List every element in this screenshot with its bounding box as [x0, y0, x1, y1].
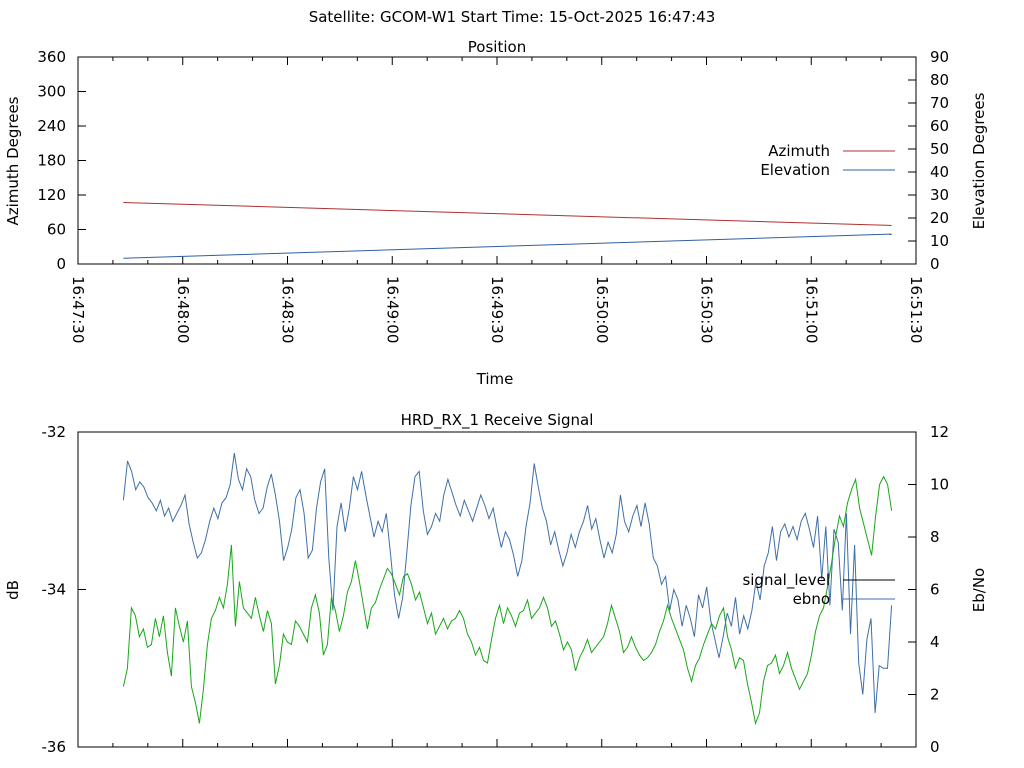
series-line-ebno: [122, 452, 893, 713]
db-tick-label: -32: [42, 423, 67, 441]
time-axis: 16:47:30 16:48:00 16:48:30 16:49:00 16:49:30…: [69, 57, 925, 343]
azimuth-tick-label: 240: [37, 117, 66, 135]
db-axis: -36 -34 -32: [42, 423, 86, 756]
elevation-tick-label: 10: [930, 232, 949, 250]
elevation-tick-label: 60: [930, 117, 949, 135]
azimuth-tick-label: 60: [47, 221, 66, 239]
azimuth-tick-label: 120: [37, 186, 66, 204]
time-tick-label: 16:50:30: [698, 276, 716, 343]
position-chart: Position 0 60 120 180 240 300 360 0 10 20 30 40 50 6…: [4, 38, 988, 388]
legend-label-azimuth: Azimuth: [768, 142, 830, 160]
time-tick-label: 16:48:30: [279, 276, 297, 343]
position-chart-title: Position: [468, 38, 526, 56]
db-axis-title: dB: [4, 580, 22, 600]
azimuth-axis-title: Azimuth Degrees: [4, 96, 22, 225]
receive-time-axis: [77, 739, 917, 747]
elevation-tick-label: 20: [930, 209, 949, 227]
azimuth-tick-label: 360: [37, 48, 66, 66]
time-tick-label: 16:51:00: [802, 276, 820, 343]
azimuth-tick-label: 180: [37, 152, 66, 170]
ebno-tick-label: 2: [930, 686, 940, 704]
ebno-axis: 0 2 4 6 8 10 12: [908, 423, 949, 756]
azimuth-axis: 0 60 120 180 240 300 360: [37, 48, 86, 273]
ebno-tick-label: 12: [930, 423, 949, 441]
time-tick-label: 16:49:30: [488, 276, 506, 343]
azimuth-tick-label: 0: [56, 255, 66, 273]
receive-signal-chart: HRD_RX_1 Receive Signal -36 -34 -32 0 2 4 6 8 1…: [4, 411, 988, 756]
elevation-axis: 0 10 20 30 40 50 60 70 80 90: [908, 48, 949, 273]
elevation-tick-label: 30: [930, 186, 949, 204]
time-tick-label: 16:50:00: [593, 276, 611, 343]
time-tick-label: 16:47:30: [69, 276, 87, 343]
series-line-unlabeled: [122, 475, 893, 726]
elevation-tick-label: 90: [930, 48, 949, 66]
time-axis-title: Time: [476, 370, 514, 388]
ebno-tick-label: 6: [930, 581, 940, 599]
receive-plot-frame: [77, 431, 917, 748]
ebno-tick-label: 8: [930, 528, 940, 546]
ebno-tick-label: 10: [930, 476, 949, 494]
ebno-axis-title: Eb/No: [970, 568, 988, 612]
time-tick-label: 16:48:00: [174, 276, 192, 343]
page-header: Satellite: GCOM-W1 Start Time: 15-Oct-20…: [309, 8, 716, 26]
ebno-tick-label: 4: [930, 633, 940, 651]
receive-series: [122, 452, 893, 726]
elevation-tick-label: 0: [930, 255, 940, 273]
receive-legend: signal_level ebno: [742, 571, 895, 608]
elevation-tick-label: 80: [930, 71, 949, 89]
position-legend: Azimuth Elevation: [760, 142, 895, 179]
ebno-tick-label: 0: [930, 738, 940, 756]
legend-label-ebno: ebno: [793, 590, 830, 608]
receive-signal-chart-title: HRD_RX_1 Receive Signal: [401, 411, 594, 430]
db-tick-label: -36: [42, 738, 67, 756]
time-tick-label: 16:51:30: [907, 276, 925, 343]
series-line-azimuth: [123, 201, 892, 226]
elevation-tick-label: 50: [930, 140, 949, 158]
elevation-tick-label: 70: [930, 94, 949, 112]
time-tick-label: 16:49:00: [383, 276, 401, 343]
elevation-tick-label: 40: [930, 163, 949, 181]
legend-label-elevation: Elevation: [760, 161, 830, 179]
azimuth-tick-label: 300: [37, 83, 66, 101]
position-series: [123, 201, 892, 259]
series-line-elevation: [123, 233, 892, 259]
elevation-axis-title: Elevation Degrees: [970, 92, 988, 229]
db-tick-label: -34: [42, 581, 67, 599]
legend-label-signal-level: signal_level: [742, 571, 830, 590]
